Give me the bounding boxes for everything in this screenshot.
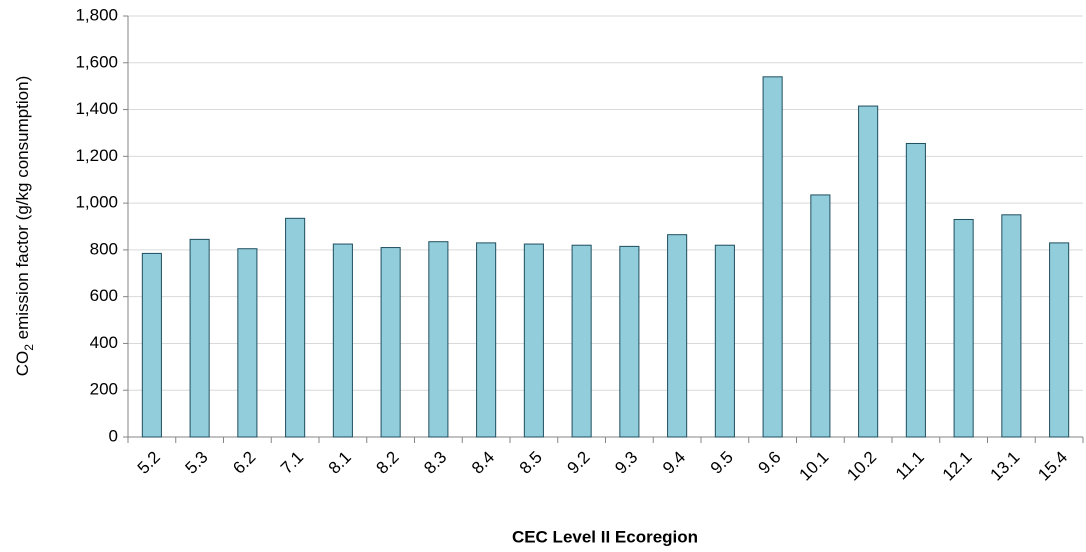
x-tick-label: 8.1 (325, 448, 355, 478)
y-axis-title-part: emission factor (g/kg consumption) (13, 76, 32, 344)
y-tick-label: 1,600 (75, 52, 118, 71)
bar (1049, 242, 1070, 438)
bar (571, 244, 592, 438)
bar (476, 242, 497, 438)
x-tick-label: 10.2 (843, 448, 880, 485)
x-axis-title: CEC Level II Ecoregion (512, 527, 698, 546)
bar (667, 234, 688, 438)
y-tick-label: 800 (90, 239, 118, 258)
x-tick-label: 15.4 (1034, 448, 1071, 485)
y-tick-label: 400 (90, 333, 118, 352)
bar (810, 194, 831, 438)
x-tick-label: 10.1 (796, 448, 833, 485)
x-tick-label: 9.5 (707, 448, 737, 478)
bar (523, 243, 544, 438)
x-tick-label: 8.2 (372, 448, 402, 478)
x-tick-label: 7.1 (277, 448, 307, 478)
y-tick-label: 1,800 (75, 5, 118, 24)
y-axis-title-subscript: 2 (22, 344, 36, 351)
x-tick-label: 9.3 (611, 448, 641, 478)
bar (428, 241, 449, 438)
x-tick-label: 6.2 (229, 448, 259, 478)
x-tick-label: 12.1 (939, 448, 976, 485)
y-tick-label: 1,000 (75, 193, 118, 212)
bar (141, 252, 162, 438)
x-tick-label: 11.1 (892, 448, 928, 484)
x-tick-label: 8.5 (516, 448, 546, 478)
x-tick-label: 9.6 (754, 448, 784, 478)
bar (762, 76, 783, 438)
x-tick-label: 5.2 (134, 448, 164, 478)
x-tick-label: 5.3 (181, 448, 211, 478)
bar (714, 244, 735, 438)
bar (858, 105, 879, 438)
x-tick-label: 8.4 (468, 448, 498, 478)
y-tick-label: 0 (109, 426, 118, 445)
bar (953, 218, 974, 438)
bar (332, 243, 353, 438)
x-tick-label: 13.1 (987, 448, 1024, 485)
bar (380, 247, 401, 438)
bar (189, 238, 210, 438)
y-axis-title: CO2 emission factor (g/kg consumption) (13, 76, 36, 377)
x-tick-label: 9.2 (563, 448, 593, 478)
y-axis-title-part: CO (13, 351, 32, 377)
y-tick-label: 200 (90, 380, 118, 399)
y-tick-label: 1,400 (75, 99, 118, 118)
bar (237, 248, 258, 438)
bar (285, 217, 306, 438)
y-tick-label: 1,200 (75, 146, 118, 165)
bar (1001, 214, 1022, 438)
bar (619, 245, 640, 438)
y-tick-label: 600 (90, 286, 118, 305)
x-tick-label: 9.4 (659, 448, 689, 478)
bar (905, 142, 926, 438)
x-tick-label: 8.3 (420, 448, 450, 478)
